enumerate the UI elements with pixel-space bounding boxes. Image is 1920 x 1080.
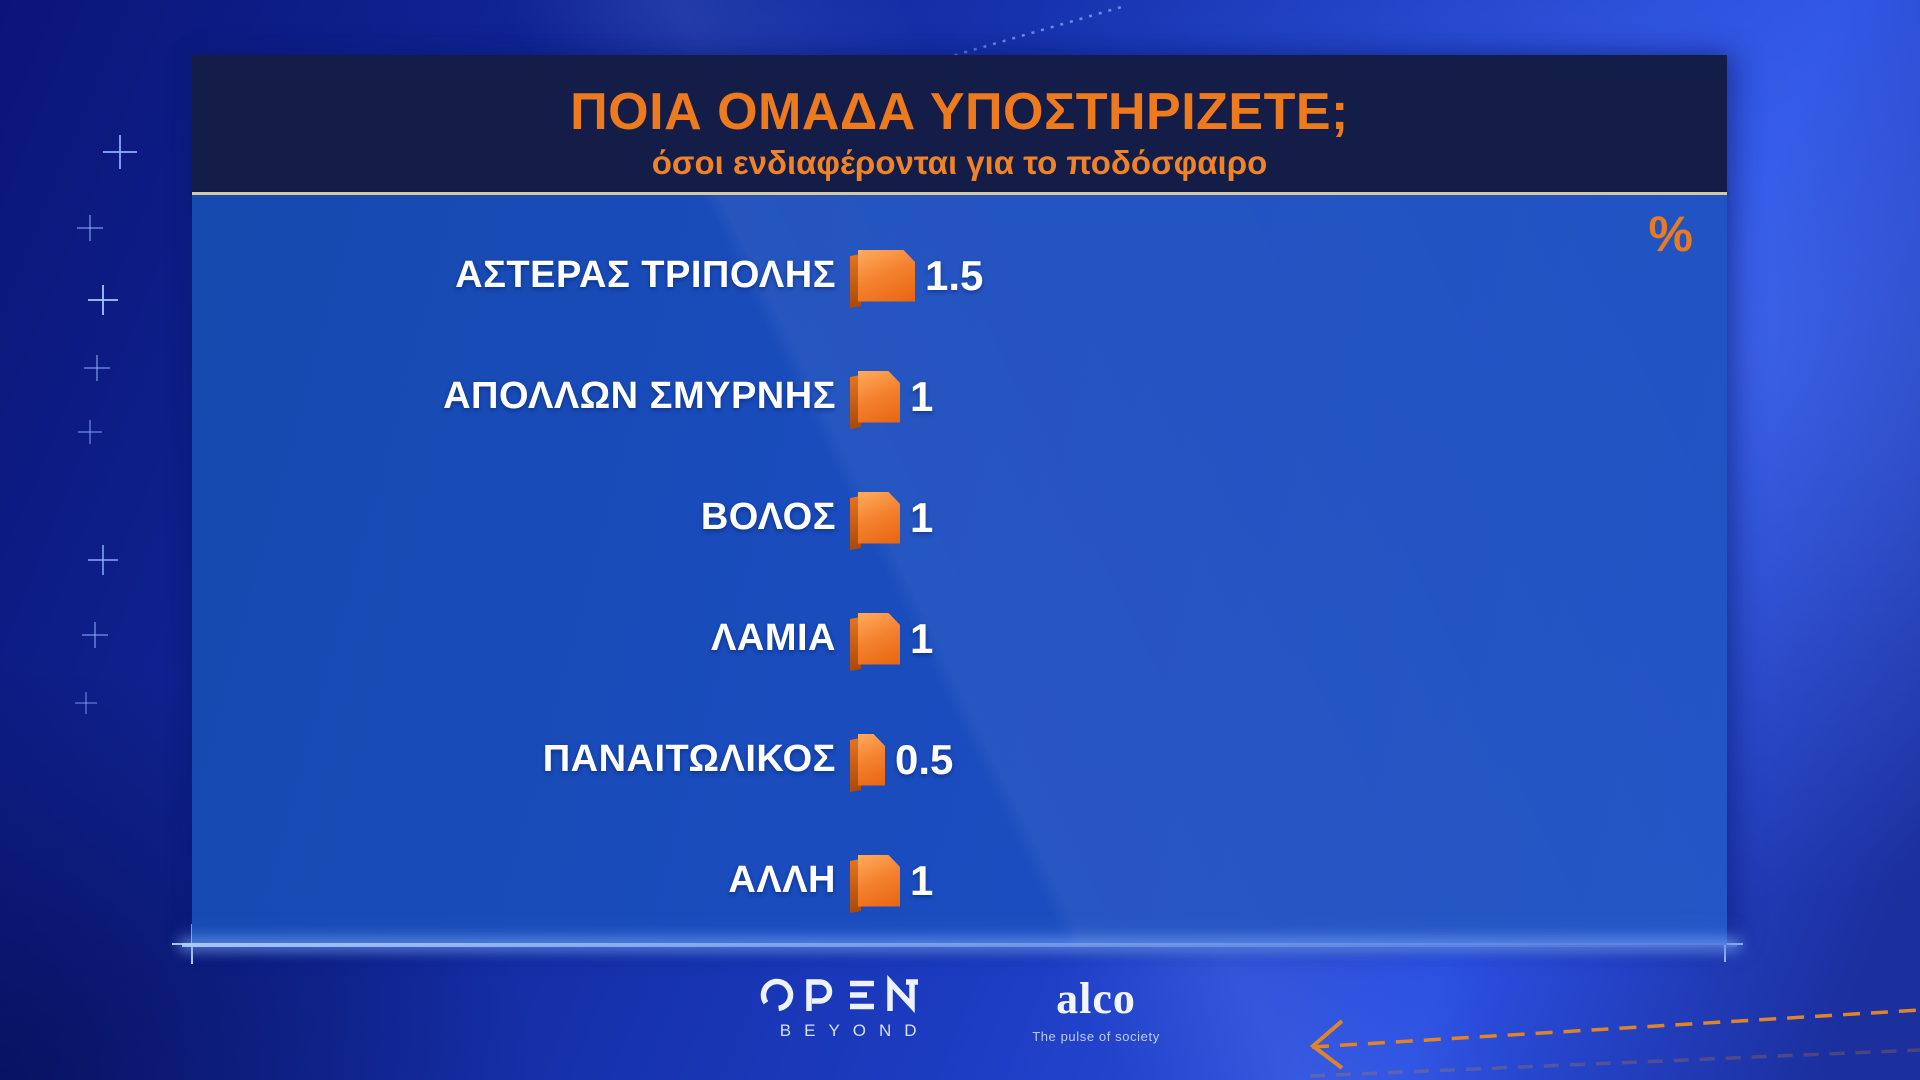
team-label: ΒΟΛΟΣ (700, 496, 836, 538)
panel-bottom-glow-line (182, 943, 1737, 947)
poll-subtitle: όσοι ενδιαφέρονται για το ποδόσφαιρο (651, 144, 1268, 181)
bar (850, 613, 900, 671)
team-label: ΑΣΤΕΡΑΣ ΤΡΙΠΟΛΗΣ (455, 254, 836, 296)
footer-logos: OPEN BEYOND alco The pulse of society (0, 975, 1920, 1044)
plus-marker (82, 622, 108, 648)
bar (850, 371, 900, 429)
bar-face (858, 855, 900, 907)
value-label: 1.5 (925, 251, 984, 299)
open-beyond-text: BEYOND (779, 1021, 930, 1040)
value-label: 1 (910, 614, 934, 662)
alco-tagline-text: The pulse of society (1032, 1029, 1160, 1044)
bar-face (858, 734, 885, 786)
alco-wordmark-text: alco (1056, 974, 1136, 1023)
bar-row: ΑΛΛΗ 1 (192, 820, 1727, 941)
bar-row: ΠΑΝΑΙΤΩΛΙΚΟΣ 0.5 (192, 699, 1727, 820)
panel-header: ΠΟΙΑ ΟΜΑΔΑ ΥΠΟΣΤΗΡΙΖΕΤΕ; όσοι ενδιαφέρον… (192, 55, 1727, 192)
plus-marker (103, 135, 137, 169)
alco-logo: alco The pulse of society (1032, 974, 1160, 1045)
team-label: ΠΑΝΑΙΤΩΛΙΚΟΣ (542, 738, 836, 780)
plus-marker (88, 285, 118, 315)
value-label: 1 (910, 493, 934, 541)
value-label: 1 (910, 856, 934, 904)
open-channel-logo: OPEN BEYOND (760, 975, 936, 1041)
chart-area: % ΑΣΤΕΡΑΣ ΤΡΙΠΟΛΗΣ 1.5 ΑΠΟΛΛΩΝ ΣΜΥΡΝΗΣ 1… (192, 195, 1727, 945)
poll-panel: ΠΟΙΑ ΟΜΑΔΑ ΥΠΟΣΤΗΡΙΖΕΤΕ; όσοι ενδιαφέρον… (182, 55, 1737, 947)
open-wordmark-icon (760, 975, 919, 1014)
plus-marker (78, 420, 102, 444)
bar (850, 492, 900, 550)
plus-marker (75, 692, 97, 714)
team-label: ΑΠΟΛΛΩΝ ΣΜΥΡΝΗΣ (443, 375, 836, 417)
bar (850, 250, 915, 308)
bar (850, 734, 885, 792)
value-label: 0.5 (895, 735, 954, 783)
bar-face (858, 492, 900, 544)
header-divider-line (192, 192, 1727, 195)
plus-marker (77, 215, 103, 241)
team-label: ΛΑΜΙΑ (711, 617, 836, 659)
bar-row: ΑΣΤΕΡΑΣ ΤΡΙΠΟΛΗΣ 1.5 (192, 215, 1727, 336)
bar-face (858, 371, 900, 423)
poll-title: ΠΟΙΑ ΟΜΑΔΑ ΥΠΟΣΤΗΡΙΖΕΤΕ; (570, 83, 1349, 142)
bar-row: ΒΟΛΟΣ 1 (192, 457, 1727, 578)
team-label: ΑΛΛΗ (728, 859, 836, 901)
plus-marker (88, 545, 118, 575)
plus-marker (84, 355, 110, 381)
value-label: 1 (910, 372, 934, 420)
bar-row: ΑΠΟΛΛΩΝ ΣΜΥΡΝΗΣ 1 (192, 336, 1727, 457)
percent-unit-label: % (1648, 206, 1693, 262)
bar-face (858, 250, 915, 302)
bar-rows: ΑΣΤΕΡΑΣ ΤΡΙΠΟΛΗΣ 1.5 ΑΠΟΛΛΩΝ ΣΜΥΡΝΗΣ 1 Β… (192, 215, 1727, 941)
orange-arrow-reflection (1309, 1048, 1920, 1078)
bar (850, 855, 900, 913)
bar-row: ΛΑΜΙΑ 1 (192, 578, 1727, 699)
dashed-line-top (944, 4, 1126, 60)
bar-face (858, 613, 900, 665)
